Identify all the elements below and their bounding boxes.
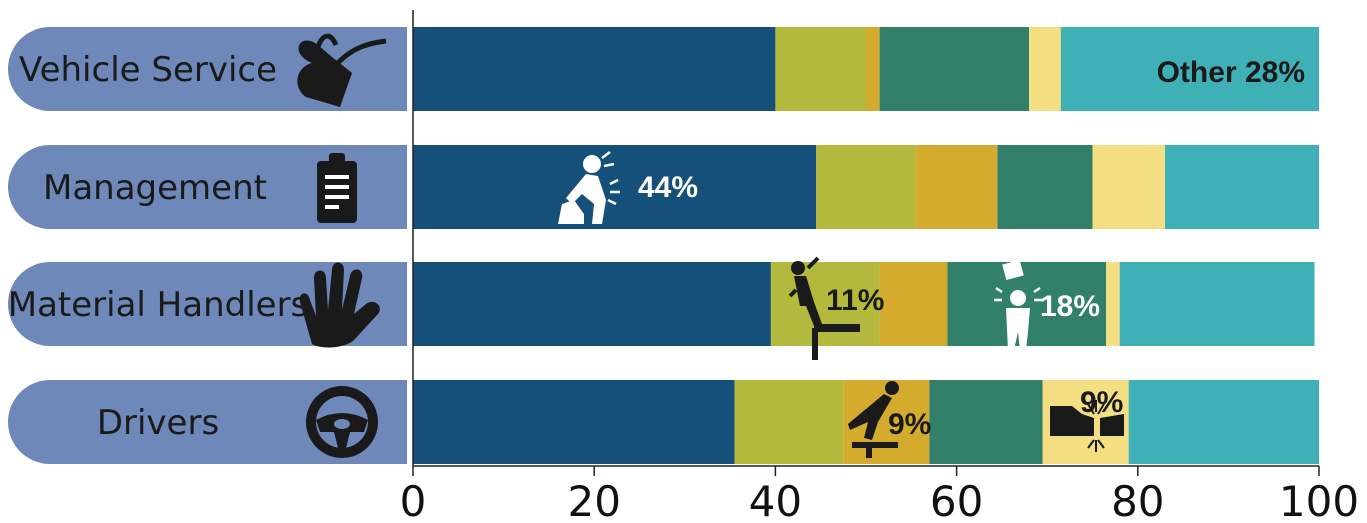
bar-segment: [866, 27, 880, 111]
bar-segment: [929, 380, 1043, 464]
bar-segment: [1092, 145, 1165, 229]
bar-segment: [1029, 27, 1061, 111]
bar-segment: [413, 27, 776, 111]
clipboard-icon: [317, 153, 357, 223]
bar-segment: [816, 145, 916, 229]
bar-segment: [413, 262, 771, 346]
category-pill: Drivers: [8, 380, 407, 464]
segment-annotation: 44%: [558, 151, 698, 224]
bar-segment: [1165, 145, 1319, 229]
bar-segment: [1060, 27, 1319, 111]
category-label: Management: [43, 168, 267, 208]
x-tick-label: 40: [749, 477, 802, 523]
bar-segment: [413, 145, 817, 229]
annotation-label: 11%: [826, 284, 884, 317]
bar-segment: [997, 145, 1093, 229]
bar-segment: [1106, 262, 1120, 346]
slip-trip-icon: [848, 381, 899, 458]
back-strain-icon: [558, 151, 620, 224]
fall-from-height-icon: [788, 256, 860, 360]
bar-segment: [915, 145, 998, 229]
category-label: Vehicle Service: [19, 50, 277, 90]
bar-segment: [413, 380, 735, 464]
annotation-label: 9%: [888, 408, 931, 441]
x-tick-label: 80: [1111, 477, 1164, 523]
category-pill: Vehicle Service: [8, 27, 407, 111]
annotation-label: 44%: [638, 171, 698, 204]
category-label: Material Handlers: [8, 285, 309, 325]
segment-annotation: 9%: [848, 381, 931, 458]
x-tick-label: 20: [567, 477, 620, 523]
category-pill-background: [8, 380, 407, 464]
category-label: Drivers: [97, 403, 219, 443]
annotation-label: 9%: [1080, 386, 1123, 419]
annotation-label: 18%: [1040, 290, 1100, 323]
bar-segment: [1128, 380, 1319, 464]
x-tick-label: 60: [930, 477, 983, 523]
x-tick-label: 100: [1279, 477, 1359, 523]
category-pill-background: [8, 145, 407, 229]
vehicle-collision-icon: [1050, 400, 1124, 452]
gas-nozzle-icon: [297, 33, 387, 107]
x-tick-label: 0: [400, 477, 427, 523]
bar-segment: [734, 380, 844, 464]
segment-annotation: 9%: [1050, 386, 1124, 452]
steering-wheel-icon: [306, 386, 378, 458]
category-pill: Management: [8, 145, 407, 229]
segment-annotation: Other 28%: [1157, 56, 1305, 89]
struck-by-object-icon: [994, 259, 1042, 350]
bar-segment: [775, 27, 866, 111]
annotation-label: Other 28%: [1157, 56, 1305, 89]
bar-segment: [879, 27, 1030, 111]
hand-icon: [299, 262, 380, 348]
bar-segment: [879, 262, 948, 346]
segment-annotation: 18%: [994, 259, 1100, 350]
segment-annotation: 11%: [788, 256, 884, 360]
bar-segment: [1119, 262, 1315, 346]
